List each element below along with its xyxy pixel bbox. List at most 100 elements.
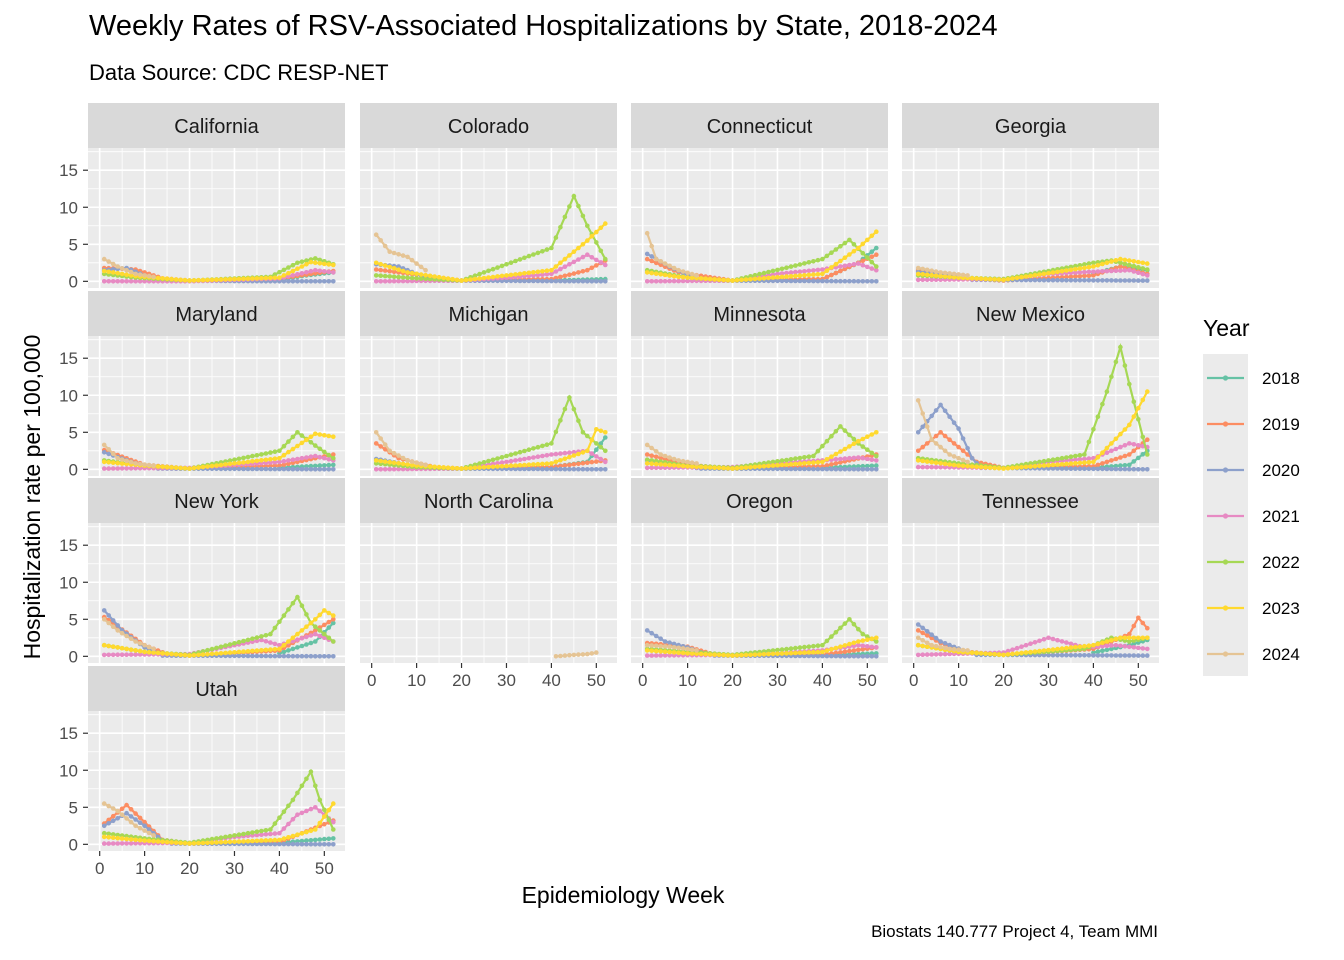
data-point-2022 [851, 621, 857, 627]
data-point-2022 [268, 631, 273, 637]
data-point-2022 [1122, 363, 1128, 368]
data-point-2024 [124, 458, 129, 464]
facet-strip [631, 291, 888, 336]
x-tick-label: 0 [638, 671, 647, 690]
data-point-2023 [869, 636, 875, 641]
data-point-2021 [405, 278, 410, 284]
data-point-2021 [1136, 645, 1141, 651]
data-point-2023 [164, 276, 170, 282]
data-point-2022 [313, 443, 318, 448]
data-point-2021 [842, 263, 848, 269]
data-point-2022 [313, 256, 318, 261]
data-point-2018 [869, 463, 875, 469]
data-point-2021 [396, 278, 401, 284]
data-point-2022 [833, 247, 839, 252]
data-point-2021 [304, 270, 309, 275]
data-point-2020 [562, 278, 568, 284]
data-point-2024 [951, 454, 957, 459]
data-point-2023 [658, 462, 663, 467]
data-point-2020 [806, 466, 812, 472]
data-point-2022 [290, 797, 296, 803]
data-point-2023 [734, 466, 740, 471]
data-point-2023 [1014, 465, 1020, 470]
data-point-2024 [938, 270, 943, 275]
data-point-2022 [842, 428, 848, 433]
data-point-2023 [540, 269, 545, 274]
data-point-2021 [662, 278, 668, 284]
panel-grid [88, 336, 345, 476]
data-point-2022 [508, 452, 514, 458]
facet-strip [902, 103, 1159, 148]
data-point-2022 [580, 430, 586, 435]
data-point-2021 [553, 269, 559, 274]
data-point-2023 [851, 248, 857, 254]
data-point-2023 [1010, 651, 1015, 657]
series-group [644, 229, 879, 284]
data-point-2021 [603, 459, 608, 465]
data-point-2019 [1091, 273, 1096, 278]
data-point-2020 [1082, 653, 1087, 658]
data-point-2023 [576, 245, 581, 251]
data-point-2023 [142, 838, 147, 843]
data-point-2023 [653, 461, 659, 467]
data-point-2020 [811, 653, 816, 659]
data-point-2022 [802, 644, 807, 650]
data-point-2021 [504, 459, 509, 465]
data-point-2021 [598, 456, 604, 462]
data-point-2021 [667, 278, 672, 284]
data-point-2020 [1100, 466, 1105, 472]
data-point-2023 [160, 276, 165, 281]
data-point-2023 [254, 458, 260, 464]
data-point-2023 [721, 652, 726, 658]
data-point-2022 [504, 453, 509, 459]
data-point-2019 [649, 258, 654, 264]
data-point-2022 [322, 449, 327, 455]
data-point-2023 [996, 652, 1002, 657]
data-point-2023 [205, 652, 210, 657]
data-point-2021 [598, 260, 604, 265]
data-point-2023 [1059, 268, 1065, 274]
data-point-2020 [1086, 653, 1092, 658]
data-point-2023 [1140, 397, 1146, 403]
data-point-2024 [142, 462, 147, 467]
data-point-2020 [504, 278, 509, 284]
data-point-2022 [571, 406, 577, 412]
data-point-2023 [549, 267, 554, 273]
data-point-2023 [209, 277, 215, 283]
data-point-2022 [576, 418, 581, 424]
data-point-2022 [847, 237, 852, 243]
data-point-2022 [1127, 381, 1132, 387]
data-point-2022 [540, 249, 545, 254]
data-point-2021 [865, 644, 870, 649]
data-point-2024 [387, 249, 393, 254]
data-point-2020 [106, 613, 111, 618]
data-point-2023 [716, 277, 722, 283]
data-point-2023 [155, 464, 161, 469]
data-point-2024 [662, 644, 668, 649]
data-point-2022 [784, 457, 789, 463]
data-point-2023 [295, 832, 300, 837]
legend-key-point [1222, 559, 1229, 565]
data-point-2021 [290, 273, 296, 278]
x-tick-label: 20 [452, 671, 471, 690]
data-point-2023 [1037, 463, 1042, 469]
data-point-2021 [815, 267, 821, 273]
data-point-2021 [313, 453, 318, 459]
data-point-2020 [649, 630, 654, 636]
data-point-2019 [391, 269, 397, 275]
facet-strip [88, 666, 345, 711]
data-point-2021 [658, 653, 663, 658]
data-point-2022 [290, 600, 296, 606]
data-point-2023 [119, 836, 125, 841]
data-point-2022 [869, 259, 875, 265]
data-point-2023 [209, 463, 215, 469]
chart-subtitle: Data Source: CDC RESP-NET [89, 60, 389, 85]
data-point-2020 [1037, 277, 1042, 283]
data-point-2022 [752, 272, 758, 278]
data-point-2019 [1118, 455, 1123, 460]
data-point-2023 [1109, 638, 1114, 643]
data-point-2020 [326, 279, 332, 284]
data-point-2019 [1145, 625, 1150, 631]
data-point-2021 [1100, 269, 1105, 274]
data-point-2022 [558, 225, 563, 230]
